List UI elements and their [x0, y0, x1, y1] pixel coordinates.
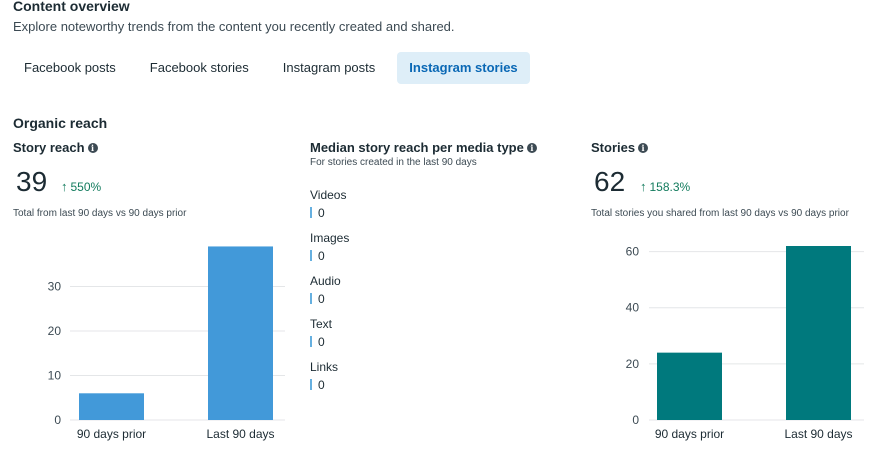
story-reach-value: 39 [16, 166, 48, 197]
y-tick-label: 60 [626, 245, 640, 259]
x-tick-label: Last 90 days [784, 427, 852, 441]
media-type-value: 0 [318, 335, 325, 349]
story-reach-title: Story reach i [13, 140, 98, 155]
media-type-value-text: 0 [310, 335, 325, 349]
media-type-value-links: 0 [310, 378, 325, 392]
media-bar [310, 379, 312, 390]
stories-value: 62 [594, 166, 626, 197]
bar[interactable] [786, 246, 851, 420]
media-type-label-text: Text [310, 317, 333, 331]
median-reach-title-label: Median story reach per media type [310, 140, 524, 155]
info-icon[interactable]: i [526, 143, 537, 153]
media-bar [310, 336, 312, 347]
page-title: Content overview [13, 0, 130, 14]
y-tick-label: 20 [48, 324, 62, 338]
bar[interactable] [79, 393, 144, 420]
x-tick-label: 90 days prior [655, 427, 724, 441]
y-tick-label: 0 [632, 413, 639, 427]
media-type-label-images: Images [310, 231, 350, 245]
section-title: Organic reach [13, 115, 108, 131]
story-reach-chart: 0 10 20 30 90 days prior Last 90 days [48, 246, 285, 441]
y-tick-label: 20 [626, 357, 640, 371]
media-bar [310, 250, 312, 261]
arrow-up-icon: ↑ [61, 179, 68, 194]
media-type-value: 0 [318, 206, 325, 220]
media-bar [310, 207, 312, 218]
media-type-value-images: 0 [310, 249, 325, 263]
stories-delta-value: 158.3% [649, 180, 691, 194]
y-tick-label: 40 [626, 301, 640, 315]
story-reach-title-label: Story reach [13, 140, 85, 155]
stories-chart: 0 20 40 60 90 days prior Last 90 days [626, 245, 864, 441]
media-type-label-videos: Videos [310, 188, 347, 202]
media-type-label-audio: Audio [310, 274, 341, 288]
media-type-value-videos: 0 [310, 206, 325, 220]
stories-title: Stories i [591, 140, 649, 155]
media-type-value: 0 [318, 292, 325, 306]
page-subtitle: Explore noteworthy trends from the conte… [13, 19, 455, 34]
tab-instagram-stories[interactable]: Instagram stories [397, 52, 530, 84]
y-tick-label: 0 [54, 413, 61, 427]
media-type-value: 0 [318, 249, 325, 263]
bar[interactable] [208, 246, 273, 420]
story-reach-delta-value: 550% [70, 180, 102, 194]
stories-caption: Total stories you shared from last 90 da… [591, 208, 849, 219]
stories-title-label: Stories [591, 140, 636, 155]
median-reach-caption: For stories created in the last 90 days [310, 157, 477, 168]
y-tick-label: 30 [48, 280, 62, 294]
info-icon[interactable]: i [638, 143, 649, 153]
tab-facebook-posts[interactable]: Facebook posts [24, 60, 116, 75]
bar[interactable] [657, 352, 722, 420]
tab-facebook-stories[interactable]: Facebook stories [149, 60, 249, 75]
media-type-label-links: Links [310, 360, 339, 374]
arrow-up-icon: ↑ [640, 179, 647, 194]
info-icon[interactable]: i [87, 143, 98, 153]
x-tick-label: 90 days prior [77, 427, 146, 441]
tab-bar: Facebook posts Facebook stories Instagra… [12, 52, 540, 84]
story-reach-caption: Total from last 90 days vs 90 days prior [13, 208, 187, 219]
median-reach-title: Median story reach per media type i [310, 140, 537, 155]
tab-instagram-posts[interactable]: Instagram posts [282, 60, 376, 75]
media-type-value-audio: 0 [310, 292, 325, 306]
media-bar [310, 293, 312, 304]
story-reach-delta: ↑ 550% [61, 179, 101, 194]
stories-delta: ↑ 158.3% [640, 179, 690, 194]
media-type-value: 0 [318, 378, 325, 392]
x-tick-label: Last 90 days [206, 427, 274, 441]
y-tick-label: 10 [48, 369, 62, 383]
